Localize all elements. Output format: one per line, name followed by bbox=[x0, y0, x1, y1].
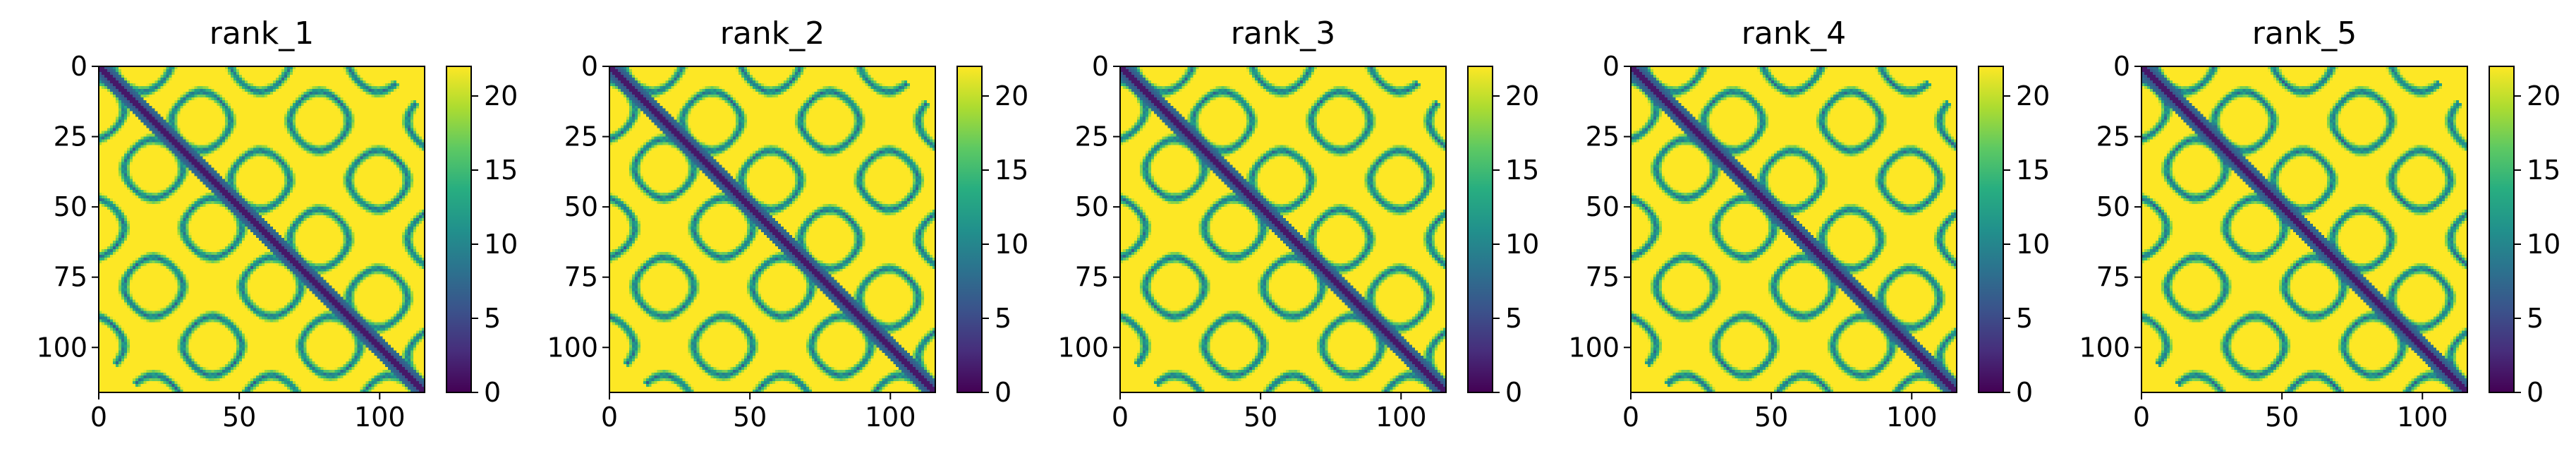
x-tick-label: 100 bbox=[865, 402, 916, 433]
colorbar-frame bbox=[1978, 66, 2004, 393]
x-tick-label: 0 bbox=[601, 402, 618, 433]
x-tick-label: 100 bbox=[1886, 402, 1938, 433]
colorbar-tick-label: 5 bbox=[2016, 303, 2033, 334]
y-tick-label: 0 bbox=[2113, 51, 2130, 82]
y-tick-label: 0 bbox=[1603, 51, 1620, 82]
colorbar-tick-label: 20 bbox=[995, 80, 1028, 112]
y-tick-label: 50 bbox=[2096, 191, 2130, 222]
panel-title: rank_4 bbox=[1742, 16, 1846, 52]
x-tick-label: 50 bbox=[733, 402, 767, 433]
axes-frame bbox=[2141, 66, 2468, 393]
panel-4: rank_4 0 50 100 0 25 50 75 100 0 5 10 15 20 bbox=[1568, 16, 2050, 433]
colorbar-tick-label: 20 bbox=[2016, 80, 2050, 112]
colorbar-tick-label: 15 bbox=[1505, 155, 1539, 186]
colorbar bbox=[2489, 66, 2514, 392]
colorbar bbox=[957, 66, 982, 392]
colorbar-tick-label: 10 bbox=[995, 229, 1028, 260]
colorbar bbox=[1468, 66, 1493, 392]
colorbar-frame bbox=[446, 66, 472, 393]
y-tick-label: 75 bbox=[1075, 262, 1109, 293]
y-tick-label: 50 bbox=[54, 191, 87, 222]
x-tick-label: 0 bbox=[1112, 402, 1129, 433]
colorbar-tick-label: 10 bbox=[2016, 229, 2050, 260]
colorbar-tick-label: 20 bbox=[484, 80, 518, 112]
colorbar-tick-label: 20 bbox=[2527, 80, 2560, 112]
colorbar-tick-label: 0 bbox=[995, 377, 1011, 408]
y-tick-label: 50 bbox=[1586, 191, 1620, 222]
panel-1: rank_1 0 50 100 0 25 50 75 100 0 5 10 15 20 bbox=[36, 16, 518, 433]
y-tick-label: 25 bbox=[1075, 121, 1109, 152]
colorbar bbox=[446, 66, 471, 392]
axes-frame bbox=[1630, 66, 1957, 393]
axes-frame bbox=[98, 66, 425, 393]
panel-title: rank_1 bbox=[209, 16, 314, 52]
axes-frame bbox=[1119, 66, 1447, 393]
colorbar-tick-label: 5 bbox=[484, 303, 501, 334]
y-tick-label: 100 bbox=[36, 332, 87, 363]
x-tick-label: 0 bbox=[1622, 402, 1639, 433]
y-tick-label: 50 bbox=[1075, 191, 1109, 222]
heatmap-image bbox=[609, 66, 935, 392]
x-tick-label: 0 bbox=[2133, 402, 2150, 433]
y-tick-label: 25 bbox=[2096, 121, 2130, 152]
y-tick-label: 100 bbox=[2079, 332, 2130, 363]
x-tick-label: 50 bbox=[1244, 402, 1277, 433]
y-tick-label: 0 bbox=[71, 51, 87, 82]
colorbar-tick-label: 15 bbox=[2527, 155, 2560, 186]
axes-frame bbox=[609, 66, 936, 393]
panel-title: rank_2 bbox=[720, 16, 825, 52]
colorbar bbox=[1979, 66, 2003, 392]
x-tick-label: 50 bbox=[222, 402, 256, 433]
colorbar-frame bbox=[956, 66, 983, 393]
colorbar-tick-label: 0 bbox=[484, 377, 501, 408]
x-tick-label: 100 bbox=[2397, 402, 2448, 433]
heatmap-image bbox=[1120, 66, 1446, 392]
y-tick-label: 100 bbox=[1568, 332, 1620, 363]
heatmap-image bbox=[2141, 66, 2467, 392]
y-tick-label: 75 bbox=[54, 262, 87, 293]
colorbar-frame bbox=[1467, 66, 1493, 393]
panel-3: rank_3 0 50 100 0 25 50 75 100 0 5 10 15 20 bbox=[1057, 16, 1539, 433]
colorbar-tick-label: 20 bbox=[1505, 80, 1539, 112]
colorbar-tick-label: 10 bbox=[2527, 229, 2560, 260]
colorbar-tick-label: 10 bbox=[1505, 229, 1539, 260]
y-tick-label: 50 bbox=[564, 191, 598, 222]
colorbar-tick-label: 5 bbox=[995, 303, 1011, 334]
y-tick-label: 75 bbox=[2096, 262, 2130, 293]
x-tick-label: 50 bbox=[1754, 402, 1788, 433]
x-tick-label: 50 bbox=[2265, 402, 2299, 433]
x-tick-label: 0 bbox=[90, 402, 107, 433]
x-tick-label: 100 bbox=[354, 402, 406, 433]
y-tick-label: 75 bbox=[564, 262, 598, 293]
y-tick-label: 100 bbox=[1057, 332, 1109, 363]
y-tick-label: 0 bbox=[1092, 51, 1109, 82]
y-tick-label: 25 bbox=[1586, 121, 1620, 152]
panel-2: rank_2 0 50 100 0 25 50 75 100 0 5 10 15 20 bbox=[547, 16, 1028, 433]
panel-5: rank_5 0 50 100 0 25 50 75 100 0 5 10 15 20 bbox=[2079, 16, 2560, 433]
heatmap-image bbox=[1631, 66, 1957, 392]
y-tick-label: 0 bbox=[581, 51, 598, 82]
colorbar-tick-label: 0 bbox=[2016, 377, 2033, 408]
y-tick-label: 75 bbox=[1586, 262, 1620, 293]
x-tick-label: 100 bbox=[1375, 402, 1427, 433]
colorbar-tick-label: 5 bbox=[2527, 303, 2544, 334]
colorbar-tick-label: 0 bbox=[1505, 377, 1522, 408]
colorbar-tick-label: 15 bbox=[2016, 155, 2050, 186]
y-tick-label: 100 bbox=[547, 332, 598, 363]
heatmap-image bbox=[99, 66, 425, 392]
panel-title: rank_5 bbox=[2252, 16, 2357, 52]
colorbar-tick-label: 15 bbox=[995, 155, 1028, 186]
colorbar-tick-label: 10 bbox=[484, 229, 518, 260]
colorbar-tick-label: 5 bbox=[1505, 303, 1522, 334]
colorbar-tick-label: 0 bbox=[2527, 377, 2544, 408]
panel-title: rank_3 bbox=[1231, 16, 1335, 52]
y-tick-label: 25 bbox=[54, 121, 87, 152]
colorbar-frame bbox=[2489, 66, 2515, 393]
y-tick-label: 25 bbox=[564, 121, 598, 152]
colorbar-tick-label: 15 bbox=[484, 155, 518, 186]
